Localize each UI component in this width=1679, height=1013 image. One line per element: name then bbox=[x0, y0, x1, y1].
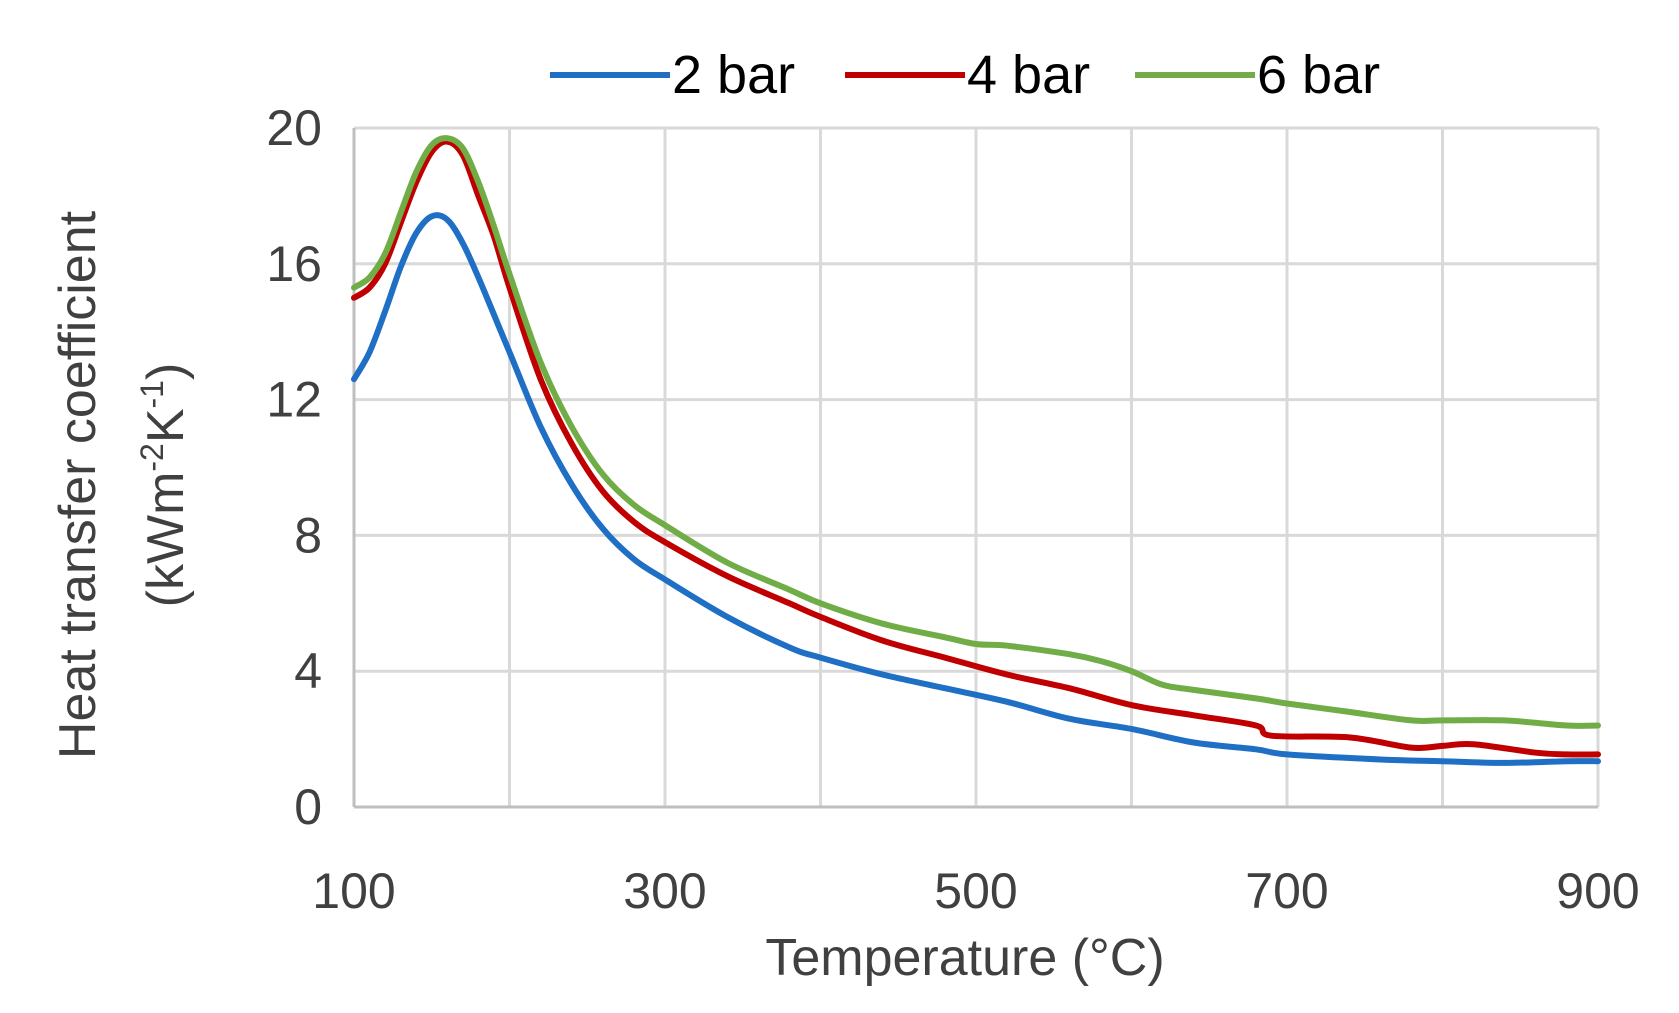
x-tick-label-500: 500 bbox=[934, 863, 1017, 919]
y-axis-unit-mid: K bbox=[137, 408, 195, 443]
x-tick-label-100: 100 bbox=[312, 863, 395, 919]
series-lines bbox=[351, 135, 1601, 766]
legend-label-2-bar: 2 bar bbox=[672, 45, 795, 105]
y-axis-unit-suffix: ) bbox=[137, 363, 195, 380]
series-line-4-bar bbox=[351, 138, 1601, 758]
y-tick-label-20: 20 bbox=[266, 100, 322, 156]
y-axis-title: Heat transfer coefficient (kWm-2K-1) bbox=[49, 210, 195, 759]
x-tick-label-900: 900 bbox=[1556, 863, 1639, 919]
legend-label-4-bar: 4 bar bbox=[967, 45, 1090, 105]
y-tick-label-0: 0 bbox=[294, 779, 322, 835]
legend-label-6-bar: 6 bar bbox=[1257, 45, 1380, 105]
y-axis-unit-prefix: (kWm bbox=[137, 472, 195, 608]
y-axis-unit-sup2: -1 bbox=[134, 380, 170, 408]
series-line-6-bar bbox=[351, 135, 1601, 729]
x-tick-label-700: 700 bbox=[1245, 863, 1328, 919]
x-axis-ticks: 100 300 500 700 900 bbox=[312, 863, 1639, 919]
legend: 2 bar 4 bar 6 bar bbox=[550, 45, 1380, 105]
y-axis-title-line2: (kWm-2K-1) bbox=[134, 363, 195, 608]
y-tick-label-12: 12 bbox=[266, 372, 322, 428]
y-tick-label-16: 16 bbox=[266, 236, 322, 292]
gridlines bbox=[352, 126, 1600, 809]
y-axis-unit-sup1: -2 bbox=[134, 443, 170, 471]
y-tick-label-8: 8 bbox=[294, 507, 322, 563]
y-axis-title-line1: Heat transfer coefficient bbox=[49, 210, 107, 759]
y-tick-label-4: 4 bbox=[294, 643, 322, 699]
y-axis-ticks: 0 4 8 12 16 20 bbox=[266, 100, 322, 835]
x-tick-label-300: 300 bbox=[623, 863, 706, 919]
series-line-2-bar bbox=[351, 212, 1601, 766]
x-axis-title: Temperature (°C) bbox=[765, 929, 1164, 987]
